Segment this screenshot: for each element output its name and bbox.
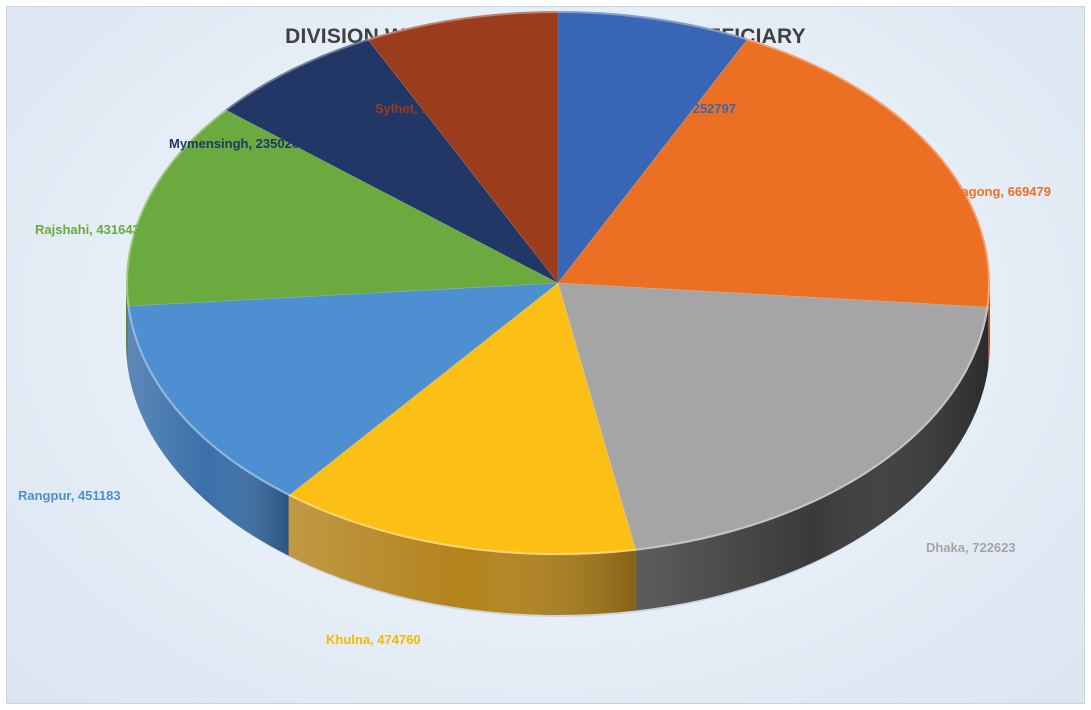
data-label-chittagong: Chittagong, 669479 [932, 184, 1051, 199]
side-shade-rajshahi [126, 283, 128, 367]
chart-area: DIVISION WISE CASH RECEIVED BY BENEFICIA… [6, 6, 1085, 704]
data-label-khulna: Khulna, 474760 [326, 632, 421, 647]
pie-chart: Barisal, 252797 Chittagong, 669479 Dhaka, … [18, 10, 1051, 647]
side-shade-khulna [288, 495, 636, 615]
data-label-barisal: Barisal, 252797 [642, 101, 736, 116]
side-shade-dhaka [635, 307, 989, 611]
pie-side-walls [126, 283, 990, 615]
data-label-dhaka: Dhaka, 722623 [926, 540, 1016, 555]
slice-mymensingh[interactable] [224, 38, 559, 284]
data-label-sylhet: Sylhet, 253624 [375, 101, 465, 116]
pie-top [125, 10, 991, 556]
slice-khulna[interactable] [288, 282, 637, 556]
slice-chittagong[interactable] [557, 38, 991, 308]
side-shade-chittagong [988, 283, 990, 368]
slice-dhaka[interactable] [557, 282, 989, 551]
slice-barisal[interactable] [557, 10, 749, 284]
slice-rangpur[interactable] [127, 282, 559, 496]
side-shade-rangpur [127, 306, 289, 556]
data-label-rangpur: Rangpur, 451183 [18, 488, 121, 503]
pie-rim-highlight [126, 11, 990, 555]
data-label-mymensingh: Mymensingh, 235026 [169, 136, 299, 151]
data-label-rajshahi: Rajshahi, 431643 [35, 222, 140, 237]
slice-sylhet[interactable] [367, 10, 559, 284]
data-labels: Barisal, 252797 Chittagong, 669479 Dhaka, … [18, 101, 1051, 647]
slice-rajshahi[interactable] [125, 109, 560, 307]
